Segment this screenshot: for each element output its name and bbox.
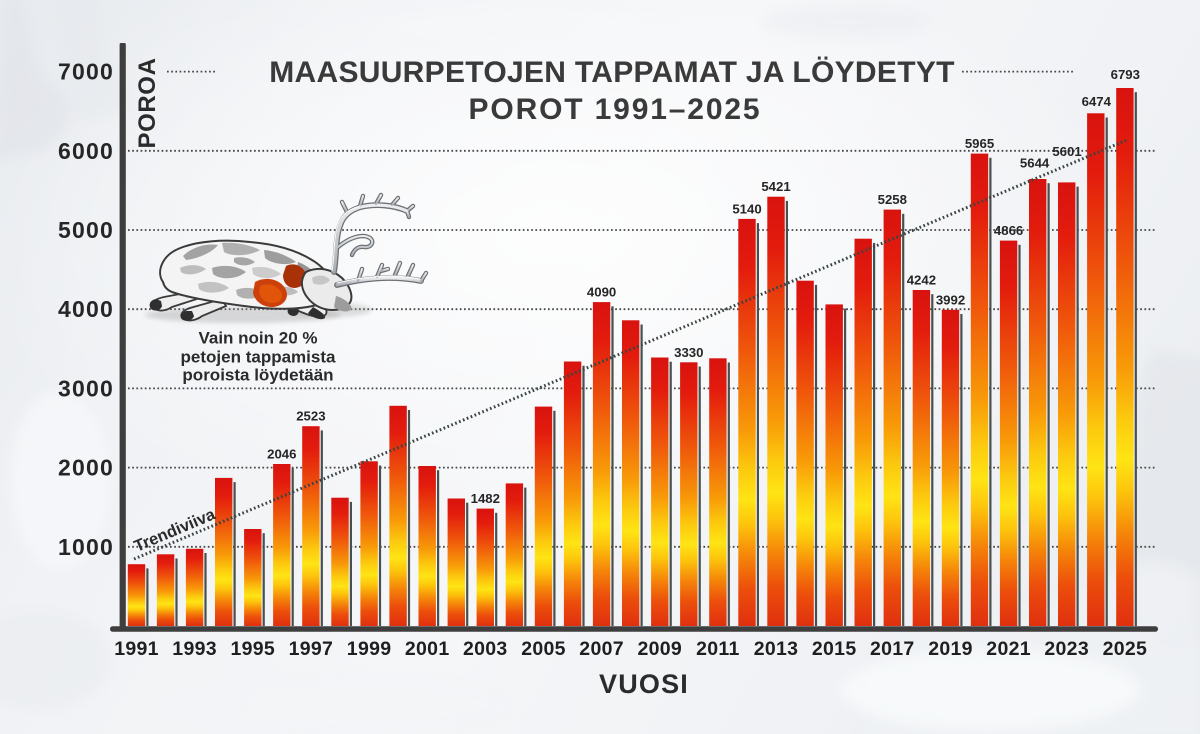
svg-text:poroista löydetään: poroista löydetään: [182, 366, 333, 385]
svg-text:2000: 2000: [58, 455, 114, 481]
svg-text:1993: 1993: [172, 638, 217, 660]
svg-text:4090: 4090: [587, 285, 616, 300]
svg-text:5644: 5644: [1020, 156, 1050, 171]
svg-text:2023: 2023: [1044, 638, 1089, 660]
svg-text:3992: 3992: [936, 292, 965, 307]
svg-text:6793: 6793: [1111, 67, 1140, 82]
svg-text:4000: 4000: [58, 296, 114, 322]
svg-text:MAASUURPETOJEN TAPPAMAT JA LÖY: MAASUURPETOJEN TAPPAMAT JA LÖYDETYT: [269, 56, 955, 89]
svg-text:2003: 2003: [463, 638, 508, 660]
svg-text:POROA: POROA: [134, 57, 161, 148]
svg-text:2007: 2007: [579, 638, 624, 660]
svg-text:7000: 7000: [58, 59, 114, 85]
svg-text:1482: 1482: [471, 491, 500, 506]
svg-text:2025: 2025: [1103, 638, 1148, 660]
svg-text:3000: 3000: [58, 375, 114, 401]
svg-text:1999: 1999: [347, 638, 392, 660]
svg-text:4866: 4866: [994, 223, 1023, 238]
svg-text:2005: 2005: [521, 638, 566, 660]
svg-text:2017: 2017: [870, 638, 915, 660]
svg-text:2009: 2009: [638, 638, 683, 660]
svg-text:2523: 2523: [296, 409, 325, 424]
svg-text:2013: 2013: [754, 638, 799, 660]
svg-text:5000: 5000: [58, 217, 114, 243]
svg-text:Vain noin 20 %: Vain noin 20 %: [198, 329, 317, 348]
svg-text:1997: 1997: [289, 638, 334, 660]
svg-text:1995: 1995: [231, 638, 276, 660]
svg-text:5140: 5140: [732, 201, 761, 216]
svg-text:2046: 2046: [267, 447, 296, 462]
svg-text:petojen tappamista: petojen tappamista: [181, 348, 336, 367]
svg-text:2011: 2011: [696, 638, 740, 660]
svg-text:5965: 5965: [965, 136, 994, 151]
svg-text:6000: 6000: [58, 138, 114, 164]
svg-text:1000: 1000: [58, 534, 114, 560]
svg-text:POROT 1991–2025: POROT 1991–2025: [469, 93, 762, 126]
svg-text:3330: 3330: [674, 345, 703, 360]
svg-text:5421: 5421: [761, 179, 790, 194]
svg-text:5601: 5601: [1052, 144, 1081, 159]
svg-text:2021: 2021: [986, 638, 1031, 660]
svg-text:VUOSI: VUOSI: [599, 669, 689, 699]
svg-text:5258: 5258: [878, 192, 907, 207]
svg-text:2015: 2015: [812, 638, 857, 660]
svg-text:6474: 6474: [1082, 94, 1112, 109]
svg-text:2019: 2019: [928, 638, 973, 660]
svg-text:1991: 1991: [114, 638, 159, 660]
svg-text:2001: 2001: [405, 638, 450, 660]
svg-text:4242: 4242: [907, 273, 936, 288]
